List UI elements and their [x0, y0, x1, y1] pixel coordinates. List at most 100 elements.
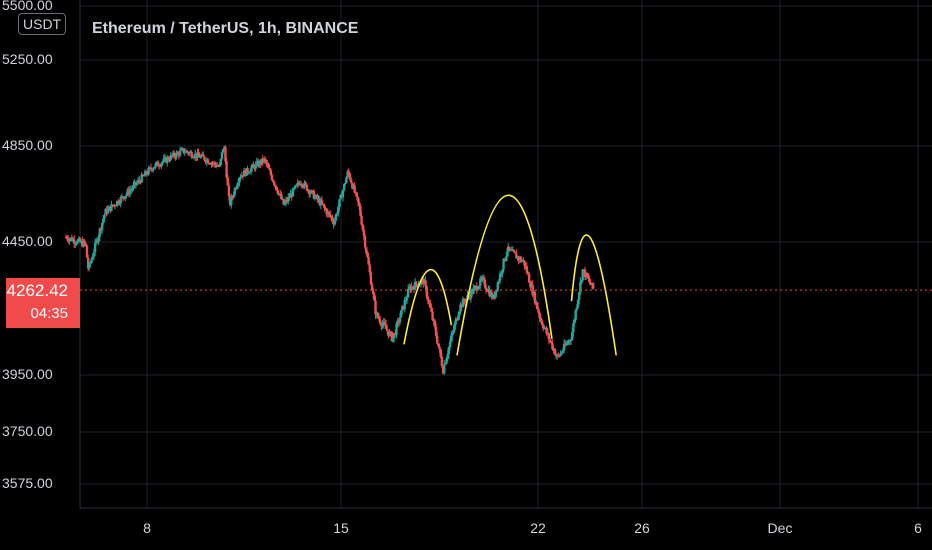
candle-body	[560, 352, 563, 354]
candle-body	[220, 152, 224, 159]
candle-body	[97, 236, 100, 242]
x-tick-label: 26	[634, 520, 650, 536]
candle-body	[86, 257, 90, 269]
candle-body	[566, 342, 569, 344]
candle-body	[324, 207, 327, 210]
candle-body	[287, 196, 290, 202]
x-tick-label: 22	[530, 520, 546, 536]
candle-body	[437, 343, 440, 347]
candle-body	[579, 281, 582, 293]
candle-body	[399, 310, 403, 318]
candle-body	[436, 335, 439, 344]
candle-body	[264, 160, 268, 164]
candle-body	[411, 286, 414, 288]
candle-body	[113, 204, 117, 206]
candle-body	[145, 171, 148, 175]
candle-body	[291, 188, 295, 197]
candle-body	[68, 239, 71, 242]
candle-body	[175, 152, 178, 158]
candle-body	[301, 184, 304, 187]
candle-body	[372, 290, 375, 295]
candle-body	[588, 278, 591, 283]
candle-body	[169, 155, 172, 161]
candle-body	[294, 185, 297, 189]
candle-body	[465, 298, 468, 303]
candle-body	[504, 257, 508, 261]
candle-body	[473, 286, 476, 289]
candle-body	[586, 272, 589, 278]
candle-body	[185, 150, 189, 153]
candle-body	[424, 280, 427, 287]
candle-body	[429, 302, 432, 308]
candle-body	[449, 335, 453, 343]
currency-unit-badge[interactable]: USDT	[18, 13, 67, 35]
candle-body	[313, 196, 317, 199]
candle-body	[415, 281, 418, 285]
candle-body	[282, 198, 285, 205]
candle-body	[346, 171, 349, 178]
x-tick-label: 8	[143, 520, 151, 536]
candle-body	[533, 292, 537, 304]
candle-body	[406, 288, 410, 298]
candle-body	[335, 213, 339, 215]
candle-body	[225, 161, 228, 178]
candle-body	[405, 297, 409, 301]
last-price-value: 4262.42	[6, 281, 68, 300]
candle-body	[136, 180, 140, 183]
candle-body	[349, 179, 353, 183]
candle-body	[183, 152, 186, 154]
candle-body	[106, 208, 110, 214]
candle-body	[452, 329, 455, 333]
candle-body	[587, 277, 590, 279]
candle-body	[551, 342, 554, 350]
candle-body	[206, 159, 210, 164]
candle-body	[475, 285, 478, 291]
candle-body	[445, 358, 448, 364]
candle-body	[580, 280, 583, 282]
candle-body	[500, 273, 503, 275]
candle-body	[373, 294, 376, 301]
candle-body	[224, 147, 227, 162]
candle-body	[246, 168, 249, 173]
candle-body	[180, 149, 183, 151]
candle-body	[410, 286, 413, 291]
candle-body	[275, 186, 278, 191]
candle-body	[213, 162, 217, 165]
candle-body	[124, 196, 127, 199]
candle-body	[366, 252, 369, 258]
candle-body	[202, 154, 205, 157]
candle-body	[267, 164, 270, 169]
candle-body	[304, 182, 307, 185]
candle-body	[217, 165, 220, 167]
candle-body	[446, 354, 449, 359]
candle-body	[459, 304, 462, 312]
candle-body	[72, 239, 76, 244]
candle-body	[141, 174, 145, 176]
candle-body	[270, 174, 274, 180]
candle-body	[348, 173, 352, 180]
candle-body	[338, 199, 341, 207]
candle-body	[550, 341, 553, 343]
candle-body	[484, 287, 488, 290]
candle-body	[451, 332, 454, 336]
candle-body	[342, 183, 346, 191]
candle-body	[494, 291, 497, 298]
candle-body	[268, 168, 271, 171]
candle-body	[444, 363, 447, 365]
candle-body	[545, 327, 548, 334]
candle-body	[353, 185, 356, 193]
candle-body	[368, 264, 371, 273]
candle-body	[199, 155, 203, 158]
candle-body	[132, 184, 135, 189]
candle-countdown: 04:35	[30, 305, 68, 322]
candle-body	[89, 262, 92, 264]
pattern-annotations	[403, 194, 617, 356]
candle-body	[461, 299, 465, 308]
candle-body	[159, 166, 162, 168]
candle-body	[567, 340, 570, 343]
candle-body	[262, 158, 266, 163]
candle-body	[85, 245, 89, 258]
candle-body	[91, 256, 94, 259]
candle-body	[273, 181, 276, 186]
